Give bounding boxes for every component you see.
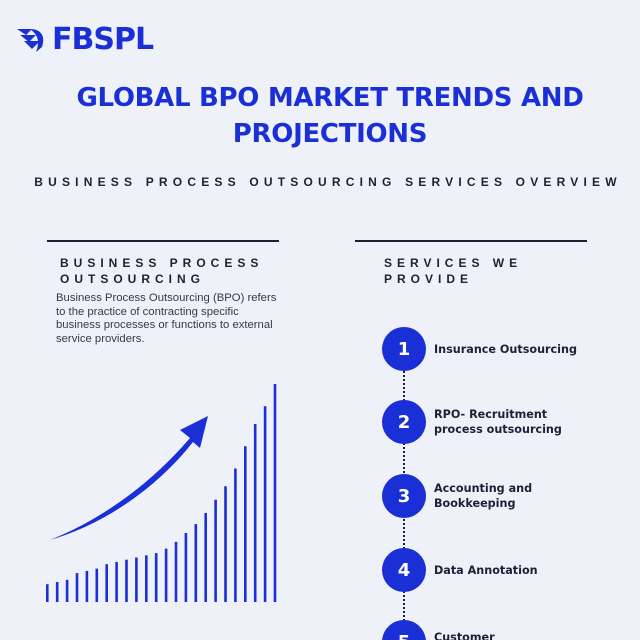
service-label: Data Annotation: [434, 563, 538, 577]
chart-bar-22: [253, 424, 257, 602]
brand-logo[interactable]: FBSPL: [16, 22, 154, 57]
chart-bar-1: [46, 584, 49, 602]
chart-bar-4: [75, 573, 79, 602]
chart-bar-19: [224, 486, 227, 602]
chart-bar-9: [125, 559, 128, 602]
chart-bar-13: [164, 548, 168, 602]
service-label: Customer: [434, 631, 495, 640]
service-item-2[interactable]: 2 RPO- Recruitment process outsourcing: [382, 400, 584, 444]
brand-name: FBSPL: [52, 22, 154, 57]
step-number-badge: 1: [382, 327, 426, 371]
chart-bar-17: [204, 513, 207, 602]
bpo-description: Business Process Outsourcing (BPO) refer…: [56, 292, 277, 345]
service-label: RPO- Recruitment process outsourcing: [434, 408, 562, 436]
service-item-3[interactable]: 3 Accounting and Bookkeeping: [382, 474, 584, 518]
step-number-badge: 2: [382, 400, 426, 444]
bpo-heading: BUSINESS PROCESS OUTSOURCING: [60, 256, 264, 286]
chart-bar-23: [263, 406, 267, 602]
growth-chart: [46, 384, 277, 602]
chart-bar-15: [184, 533, 188, 602]
chart-bar-20: [234, 468, 237, 602]
chart-bar-11: [145, 555, 148, 602]
chart-bar-10: [135, 557, 138, 602]
chart-bar-12: [154, 553, 158, 602]
chart-bar-8: [115, 562, 118, 602]
service-label: Insurance Outsourcing: [434, 342, 577, 356]
left-divider: [47, 240, 279, 242]
chart-bar-5: [85, 570, 89, 602]
chart-bar-6: [95, 568, 99, 602]
services-heading: SERVICES WE PROVIDE: [384, 256, 523, 286]
chart-bar-7: [105, 564, 108, 602]
chart-bar-21: [244, 446, 247, 602]
step-number-badge: 3: [382, 474, 426, 518]
chart-bar-14: [174, 541, 178, 602]
trend-arrow-icon: [50, 416, 208, 540]
page-title: GLOBAL BPO MARKET TRENDS AND PROJECTIONS: [76, 83, 584, 149]
service-label: Accounting and Bookkeeping: [434, 482, 533, 510]
chart-bar-3: [65, 579, 69, 602]
right-divider: [355, 240, 587, 242]
chart-bar-18: [214, 499, 217, 602]
chart-bar-24: [273, 384, 277, 602]
step-number-badge: 4: [382, 548, 426, 592]
service-item-5[interactable]: 5 Customer: [382, 620, 584, 640]
page-subtitle: BUSINESS PROCESS OUTSOURCING SERVICES OV…: [34, 175, 622, 189]
service-item-4[interactable]: 4 Data Annotation: [382, 548, 584, 592]
service-item-1[interactable]: 1 Insurance Outsourcing: [382, 327, 584, 371]
chart-bar-2: [55, 582, 59, 602]
step-number-badge: 5: [382, 620, 426, 640]
chart-bar-16: [194, 524, 198, 602]
wing-icon: [17, 28, 44, 52]
